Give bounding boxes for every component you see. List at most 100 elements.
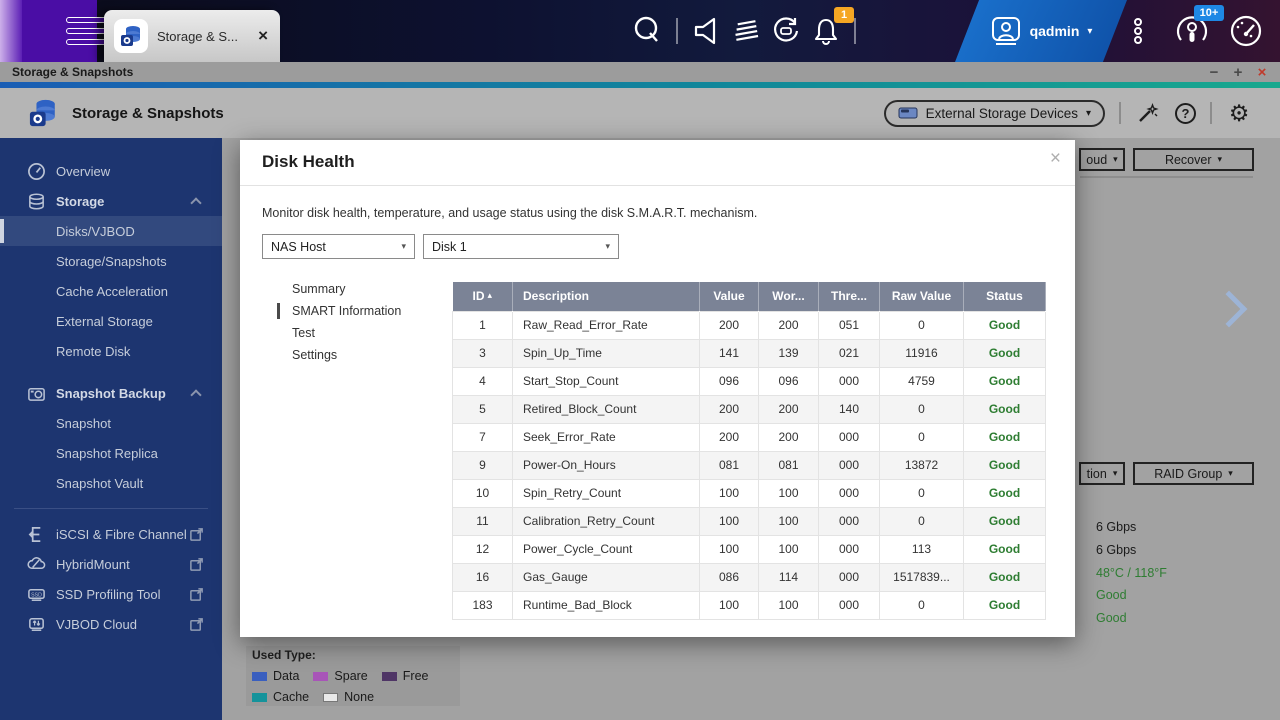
- dialog-close-icon[interactable]: ×: [1049, 148, 1061, 169]
- column-header-description[interactable]: Description: [512, 282, 700, 311]
- vjbod-cloud-button-partial[interactable]: oud ▾: [1079, 148, 1125, 171]
- user-menu[interactable]: qadmin ▾: [955, 0, 1127, 62]
- event-logs-icon[interactable]: [726, 11, 766, 51]
- cell-description: Gas_Gauge: [512, 562, 700, 592]
- iscsi-icon: [26, 524, 46, 544]
- sidebar-item-external-storage[interactable]: External Storage: [56, 313, 153, 329]
- sidebar-item-disks-vjbod[interactable]: Disks/VJBOD: [0, 216, 222, 246]
- background-tasks-icon[interactable]: [766, 11, 806, 51]
- dashboard-icon[interactable]: [1226, 11, 1266, 51]
- cell-worst: 200: [758, 422, 819, 452]
- window-close-button[interactable]: ×: [1257, 63, 1267, 81]
- tab-close-icon[interactable]: ×: [258, 26, 268, 45]
- chevron-down-icon: ▾: [1085, 107, 1091, 119]
- minimize-button[interactable]: −: [1209, 63, 1219, 81]
- cell-threshold: 000: [818, 534, 880, 564]
- sidebar-item-snapshot-replica[interactable]: Snapshot Replica: [56, 445, 158, 461]
- column-header-raw-value[interactable]: Raw Value: [879, 282, 964, 311]
- device-selector-label: External Storage Devices: [925, 105, 1078, 121]
- disk-info-status: Good: [1096, 611, 1127, 625]
- chevron-down-icon: ▾: [1113, 154, 1118, 164]
- user-avatar-icon: [991, 17, 1020, 45]
- chevron-down-icon: ▾: [1217, 154, 1223, 164]
- cell-description: Power_Cycle_Count: [512, 534, 700, 564]
- menu-item-smart-information[interactable]: SMART Information: [277, 300, 437, 322]
- cell-threshold: 140: [818, 394, 880, 424]
- table-row[interactable]: 16 Gas_Gauge 086 114 000 1517839... Good: [452, 562, 1046, 592]
- menu-item-settings[interactable]: Settings: [292, 348, 338, 362]
- cell-description: Runtime_Bad_Block: [512, 590, 700, 620]
- help-icon[interactable]: ?: [1175, 102, 1196, 124]
- raid-group-button[interactable]: RAID Group ▾: [1133, 462, 1254, 485]
- column-header-threshold[interactable]: Thre...: [818, 282, 880, 311]
- disk-info-health: Good: [1096, 588, 1127, 602]
- announcement-icon[interactable]: [686, 11, 726, 51]
- vjbod-cloud-icon: [26, 614, 46, 634]
- search-icon[interactable]: [628, 11, 668, 51]
- sidebar-item-snapshot[interactable]: Snapshot: [56, 415, 111, 431]
- table-row[interactable]: 7 Seek_Error_Rate 200 200 000 0 Good: [452, 422, 1046, 452]
- separator: [1210, 102, 1212, 124]
- action-button-partial[interactable]: tion ▾: [1079, 462, 1125, 485]
- cell-worst: 200: [758, 394, 819, 424]
- sidebar-item-storage-snapshots[interactable]: Storage/Snapshots: [56, 253, 167, 269]
- menu-item-summary[interactable]: Summary: [292, 282, 346, 296]
- table-row[interactable]: 1 Raw_Read_Error_Rate 200 200 051 0 Good: [452, 310, 1046, 340]
- main-menu-block[interactable]: [22, 0, 108, 62]
- cell-worst: 100: [758, 506, 819, 536]
- menu-item-test[interactable]: Test: [292, 326, 315, 340]
- tab-title: Storage & S...: [157, 28, 238, 44]
- nas-host-select[interactable]: NAS Host ▾: [262, 234, 415, 259]
- column-header-status[interactable]: Status: [963, 282, 1046, 311]
- column-header-worst[interactable]: Wor...: [758, 282, 819, 311]
- sidebar-item-vjbod-cloud[interactable]: VJBOD Cloud: [0, 609, 222, 639]
- cell-worst: 100: [758, 478, 819, 508]
- table-row[interactable]: 12 Power_Cycle_Count 100 100 000 113 Good: [452, 534, 1046, 564]
- sidebar-item-ssd-profiling-tool[interactable]: SSD SSD Profiling Tool: [0, 579, 222, 609]
- cell-worst: 100: [758, 590, 819, 620]
- sidebar-item-iscsi-fibre-channel[interactable]: iSCSI & Fibre Channel: [0, 519, 222, 549]
- cell-status: Good: [963, 590, 1046, 620]
- table-row[interactable]: 5 Retired_Block_Count 200 200 140 0 Good: [452, 394, 1046, 424]
- more-options-icon[interactable]: [1118, 11, 1158, 51]
- table-row[interactable]: 10 Spin_Retry_Count 100 100 000 0 Good: [452, 478, 1046, 508]
- cell-value: 100: [699, 590, 759, 620]
- carousel-next-icon[interactable]: [1210, 290, 1248, 328]
- storage-app-icon: [114, 19, 148, 53]
- disk-select[interactable]: Disk 1 ▾: [423, 234, 619, 259]
- sidebar-item-snapshot-vault[interactable]: Snapshot Vault: [56, 475, 144, 491]
- table-header-row: ID ▴ Description Value Wor... Thre... Raw…: [452, 282, 1046, 311]
- sidebar-item-storage[interactable]: Storage: [0, 186, 222, 216]
- cell-worst: 200: [758, 310, 819, 340]
- table-row[interactable]: 11 Calibration_Retry_Count 100 100 000 0 Good: [452, 506, 1046, 536]
- dialog-description: Monitor disk health, temperature, and us…: [262, 206, 758, 220]
- chevron-up-icon[interactable]: [190, 197, 202, 209]
- sidebar-item-hybridmount[interactable]: HybridMount: [0, 549, 222, 579]
- device-selector-dropdown[interactable]: External Storage Devices ▾: [883, 99, 1105, 127]
- chevron-up-icon[interactable]: [190, 389, 202, 401]
- sidebar-item-cache-acceleration[interactable]: Cache Acceleration: [56, 283, 169, 299]
- cell-value: 100: [699, 506, 759, 536]
- table-row[interactable]: 9 Power-On_Hours 081 081 000 13872 Good: [452, 450, 1046, 480]
- sidebar-item-snapshot-backup[interactable]: Snapshot Backup: [0, 378, 222, 408]
- notifications-bell-icon[interactable]: 1: [806, 7, 854, 51]
- gear-icon[interactable]: ⚙: [1228, 99, 1250, 126]
- table-row[interactable]: 183 Runtime_Bad_Block 100 100 000 0 Good: [452, 590, 1046, 620]
- page-title: Storage & Snapshots: [72, 104, 224, 122]
- maximize-button[interactable]: +: [1233, 63, 1243, 81]
- table-row[interactable]: 3 Spin_Up_Time 141 139 021 11916 Good: [452, 338, 1046, 368]
- column-header-value[interactable]: Value: [699, 282, 759, 311]
- table-row[interactable]: 4 Start_Stop_Count 096 096 000 4759 Good: [452, 366, 1046, 396]
- sidebar-item-remote-disk[interactable]: Remote Disk: [56, 343, 131, 359]
- sidebar-item-overview[interactable]: Overview: [0, 156, 222, 186]
- legend-swatch-spare: [313, 671, 329, 681]
- cell-value: 100: [699, 478, 759, 508]
- cell-value: 200: [699, 394, 759, 424]
- cell-threshold: 000: [818, 478, 880, 508]
- column-header-id[interactable]: ID ▴: [452, 282, 513, 311]
- app-tab-storage-snapshots[interactable]: Storage & S... ×: [104, 10, 280, 62]
- resource-monitor-icon[interactable]: 10+: [1172, 5, 1224, 51]
- smart-assistant-wand-icon[interactable]: [1135, 100, 1161, 126]
- recover-button[interactable]: Recover ▾: [1133, 148, 1254, 171]
- hamburger-menu-icon[interactable]: [66, 17, 108, 45]
